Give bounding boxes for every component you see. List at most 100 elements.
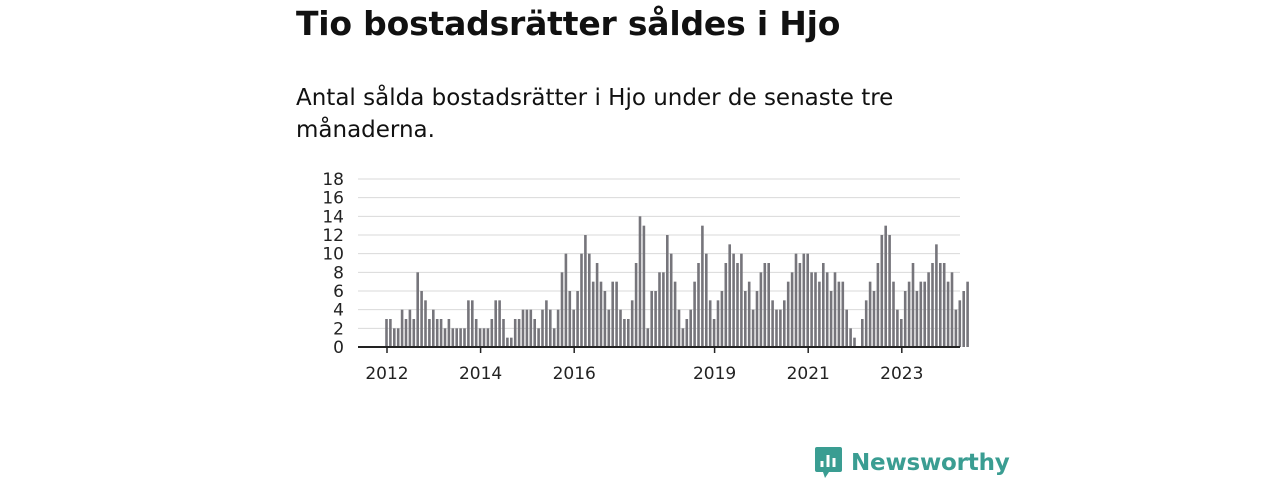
y-tick-label: 12 [322,226,344,246]
y-tick-label: 8 [333,263,344,283]
bar [911,263,915,347]
bar [662,272,665,347]
bar [482,328,486,347]
bar [802,253,806,347]
bar [603,291,607,347]
bar [845,309,848,347]
x-tick-label: 2019 [693,364,736,384]
gridlines [358,178,960,329]
bar [829,291,833,347]
bar [818,281,821,347]
bar [732,253,735,347]
y-tick-label: 2 [333,319,344,339]
bar [494,300,497,347]
bar [420,291,423,347]
bar [439,319,443,347]
y-tick-label: 14 [322,207,344,227]
bar [541,309,544,347]
bar [572,309,575,347]
bar [666,235,669,347]
bar [794,253,798,347]
bar [790,272,794,347]
bar [451,328,455,347]
bar [708,300,712,347]
bar [868,281,872,347]
bar [412,319,416,347]
bar [545,300,548,347]
bar [677,309,681,347]
bar [463,328,466,347]
bar [525,309,529,347]
bar [876,263,880,347]
x-tick-label: 2012 [365,364,408,384]
bar [521,309,525,347]
bar [611,281,614,347]
bar [822,263,825,347]
bar [966,281,969,347]
bar [389,319,392,347]
bar [861,319,864,347]
bar [888,235,891,347]
bar [712,319,716,347]
brand-logo: Newsworthy [814,446,1010,480]
bar [747,281,751,347]
bar [634,263,638,347]
bar [560,272,564,347]
bar [759,272,763,347]
bar [615,281,618,347]
bar [896,309,899,347]
chart-subtitle: Antal sålda bostadsrätter i Hjo under de… [296,85,894,143]
bar [408,309,412,347]
bar [630,300,634,347]
bar [568,291,572,347]
bar [416,272,419,347]
bar [455,328,458,347]
bar [580,253,583,347]
bar [556,309,560,347]
bar [798,263,802,347]
bar [942,263,946,347]
bar [849,328,852,347]
bar [736,263,739,347]
bar [864,300,868,347]
bar [806,253,809,347]
bar [459,328,462,347]
bar [510,337,513,347]
bars [385,216,969,347]
bar [650,291,653,347]
bar [393,328,396,347]
bar [595,263,599,347]
bar [432,309,435,347]
bar [533,319,536,347]
bar [833,272,837,347]
bar [396,328,400,347]
bar [892,281,895,347]
bar [962,291,965,347]
bar [939,263,942,347]
newsworthy-logo-icon [815,447,842,478]
bar [537,328,540,347]
bar [919,281,923,347]
y-tick-label: 10 [322,245,344,265]
bar [763,263,767,347]
bar [728,244,731,347]
bar [697,263,700,347]
bar [669,253,673,347]
bar [724,263,728,347]
bar [837,281,841,347]
bar [779,309,782,347]
x-axis-ticks: 2012201420162019202120232025 [365,347,923,384]
bar [783,300,786,347]
chart-title: Tio bostadsrätter såldes i Hjo [296,4,841,43]
bar [716,300,720,347]
bar [400,309,404,347]
x-tick-label: 2023 [880,364,923,384]
bar [564,253,568,347]
bar [591,281,595,347]
bar [588,253,591,347]
bar [689,309,692,347]
bar [627,319,630,347]
bar [623,319,626,347]
